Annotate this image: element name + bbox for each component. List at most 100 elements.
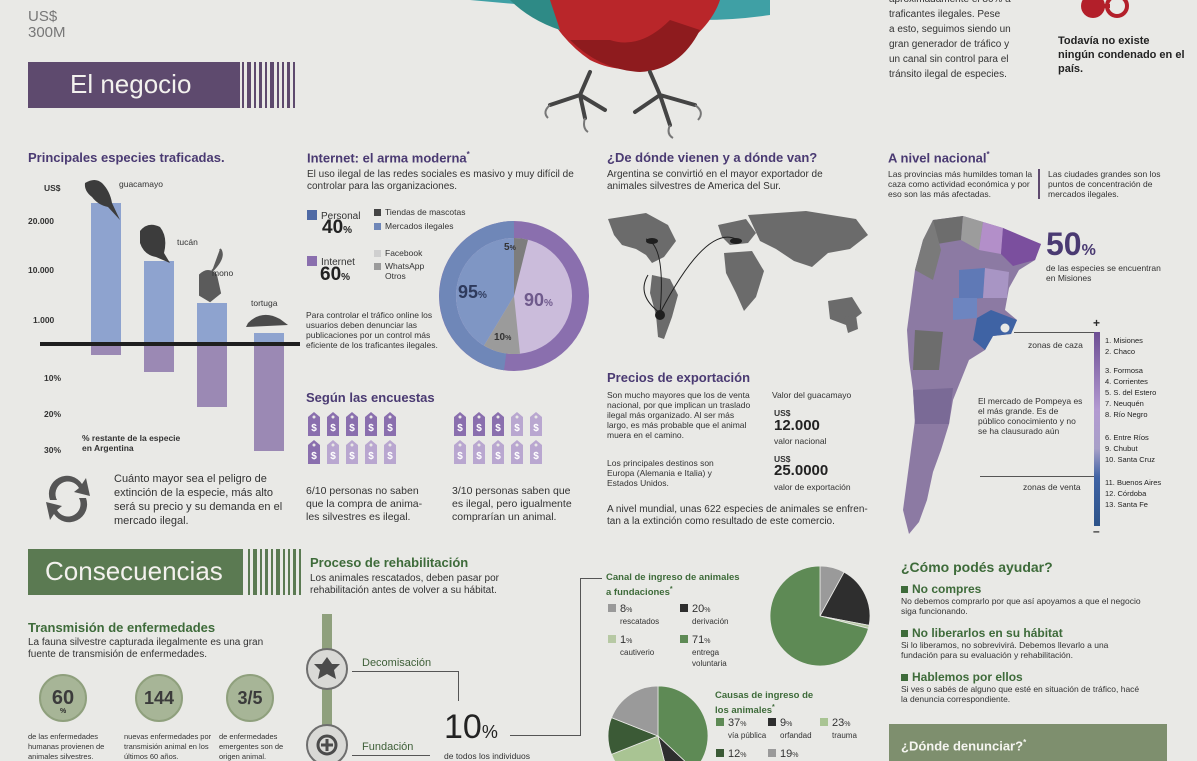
province-item: 5. S. del Estero xyxy=(1105,388,1157,397)
internet-internet: Internet xyxy=(307,252,355,270)
precios-nacional-currency: US$ xyxy=(774,408,791,418)
top-notice: Todavía no existe ningún condenado en el… xyxy=(1058,35,1185,75)
zona-caza-line xyxy=(1014,332,1094,333)
encuestas-tags-right: $ $ $ $ $ $ $ $ $ $ xyxy=(451,412,561,468)
pie-slice xyxy=(657,734,686,761)
ayudar-title: ¿Cómo podés ayudar? xyxy=(901,559,1053,575)
rehab-connector xyxy=(510,735,580,736)
banner-consecuencias: Consecuencias xyxy=(28,549,301,595)
donut-label-5: 5% xyxy=(504,242,517,253)
causas-legend: 37% vía pública 9% orfandad 23% trauma 12% 19% xyxy=(716,718,876,761)
bar-tucan-pct xyxy=(144,345,174,372)
pie-legend-item: 12% xyxy=(716,749,768,761)
enfermedades-title: Transmisión de enfermedades xyxy=(28,620,216,635)
especies-title: Principales especies traficadas. xyxy=(28,150,225,165)
especies-tick: 1.000 xyxy=(33,315,55,325)
internet-legend: Tiendas de mascotas Mercados ilegales Fa… xyxy=(374,207,465,281)
price-tag-icon: $ xyxy=(470,440,488,464)
top-text: aproximadamente el 80% a traficantes ile… xyxy=(889,0,1049,82)
pie-slice xyxy=(819,571,871,626)
guacamayo-icon xyxy=(84,180,120,220)
argentina-map xyxy=(903,216,1041,534)
causas-pie-chart xyxy=(607,685,709,761)
rehab-step-fundacion: Fundación xyxy=(362,741,414,753)
donut-label-10: 10% xyxy=(494,332,512,343)
svg-text:$: $ xyxy=(368,423,374,434)
rehab-line-v xyxy=(458,671,459,701)
svg-text:$: $ xyxy=(495,451,501,462)
rehab-step-decomisacion: Decomisación xyxy=(362,657,432,669)
encuestas-right-text: 3/10 personas saben que es ilegal, pero … xyxy=(452,485,572,523)
stat-circle-35: 3/5 xyxy=(226,674,274,722)
handcuffs-icon xyxy=(1081,0,1129,18)
province-item: 1. Misiones xyxy=(1105,336,1143,345)
banner-consecuencias-title: Consecuencias xyxy=(45,556,223,586)
province-item: 9. Chubut xyxy=(1105,444,1138,453)
canal-title: Canal de ingreso de animales a fundacion… xyxy=(606,572,740,599)
animal-label-tucan: tucán xyxy=(177,237,198,247)
tucan-icon xyxy=(140,224,170,263)
precios-title: Precios de exportación xyxy=(607,370,751,385)
world-map xyxy=(608,211,868,339)
price-tag-icon: $ xyxy=(527,440,545,464)
bar-tortuga-pct xyxy=(254,345,284,451)
svg-text:$: $ xyxy=(349,423,355,434)
precios-text1: Son mucho mayores que los de venta nacio… xyxy=(607,390,751,440)
especies-yunit: US$ xyxy=(44,183,61,193)
internet-personal: Personal xyxy=(307,206,360,224)
recycle-arrows-icon xyxy=(46,475,90,523)
price-tag-icon: $ xyxy=(451,412,469,436)
stat-60-caption: de las enfermedades humanas provienen de… xyxy=(28,732,105,761)
precios-global-text: A nivel mundial, unas 622 especies de an… xyxy=(607,504,868,527)
precios-guacamayo-label: Valor del guacamayo xyxy=(772,390,852,400)
especies-tick: 10.000 xyxy=(28,265,54,275)
province-item: 7. Neuquén xyxy=(1105,399,1144,408)
svg-text:$: $ xyxy=(311,451,317,462)
pompeya-text: El mercado de Pompeya es el más grande. … xyxy=(978,396,1083,436)
especies-bottom-label: % restante de la especie en Argentina xyxy=(82,433,181,453)
rehab-title: Proceso de rehabilitación xyxy=(310,555,469,570)
svg-text:$: $ xyxy=(368,451,374,462)
pie-legend-item: 37% vía pública xyxy=(716,718,768,741)
pie-legend-item: 19% xyxy=(768,749,820,761)
zona-venta-label: zonas de venta xyxy=(1023,482,1081,492)
especies-caption: Cuánto mayor sea el peligro de extinción… xyxy=(114,473,283,527)
pie-legend-item: 20% derivación xyxy=(680,604,752,627)
svg-text:$: $ xyxy=(330,423,336,434)
canal-pie-chart xyxy=(769,565,871,667)
stat-35-caption: de enfermedades emergentes son de origen… xyxy=(219,732,284,761)
pie-slice xyxy=(610,735,665,761)
scale-bar xyxy=(1094,332,1100,526)
especies-tick: 20% xyxy=(44,409,62,419)
tortuga-icon xyxy=(246,314,288,327)
bar-mono-price xyxy=(197,303,227,345)
origen-title: ¿De dónde vienen y a dónde van? xyxy=(607,150,818,165)
top-text-line: gran generador de tráfico y xyxy=(889,39,1010,50)
svg-text:$: $ xyxy=(387,423,393,434)
internet-internet-value: 60% xyxy=(320,264,351,285)
svg-text:$: $ xyxy=(457,451,463,462)
scale-minus: – xyxy=(1093,524,1100,538)
especies-tick: 20.000 xyxy=(28,216,54,226)
rehab-connector-v xyxy=(580,578,581,736)
pie-legend-item: 1% cautiverio xyxy=(608,635,680,658)
svg-text:$: $ xyxy=(476,451,482,462)
top-text-line: a esto, seguimos siendo un xyxy=(889,24,1011,35)
nacional-big-value: 50% xyxy=(1046,226,1096,262)
pie-legend-item: 23% trauma xyxy=(820,718,872,741)
province-item: 8. Río Negro xyxy=(1105,410,1148,419)
svg-text:$: $ xyxy=(533,451,539,462)
pie-slice xyxy=(610,685,659,737)
price-tag-icon: $ xyxy=(305,412,323,436)
province-item: 12. Córdoba xyxy=(1105,489,1147,498)
price-tag-icon: $ xyxy=(381,412,399,436)
enfermedades-text: La fauna silvestre capturada ilegalmente… xyxy=(28,637,264,660)
top-value: 300M xyxy=(28,24,66,41)
zona-venta-line xyxy=(980,476,1094,477)
parrot-illustration xyxy=(470,0,770,139)
top-currency: US$ xyxy=(28,8,58,25)
top-text-line: un canal sin control para el xyxy=(889,54,1009,65)
rehab-text: Los animales rescatados, deben pasar por… xyxy=(310,573,500,596)
internet-personal-value: 40% xyxy=(322,217,353,238)
precios-nacional-label: valor nacional xyxy=(774,436,827,446)
